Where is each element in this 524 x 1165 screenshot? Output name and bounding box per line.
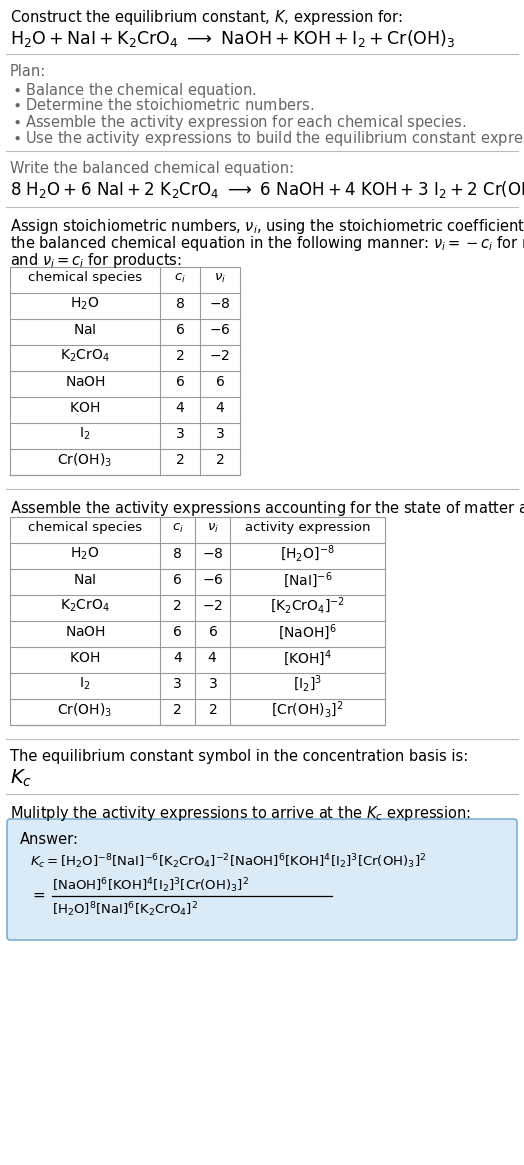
- Text: chemical species: chemical species: [28, 271, 142, 284]
- Text: the balanced chemical equation in the following manner: $\nu_i = -c_i$ for react: the balanced chemical equation in the fo…: [10, 234, 524, 253]
- Text: $\mathrm{8\ H_2O + 6\ NaI + 2\ K_2CrO_4}\ \longrightarrow\ \mathrm{6\ NaOH + 4\ : $\mathrm{8\ H_2O + 6\ NaI + 2\ K_2CrO_4}…: [10, 179, 524, 200]
- Text: $3$: $3$: [208, 677, 217, 691]
- Text: Construct the equilibrium constant, $K$, expression for:: Construct the equilibrium constant, $K$,…: [10, 8, 402, 27]
- Text: $2$: $2$: [208, 702, 217, 716]
- Text: $-8$: $-8$: [209, 297, 231, 311]
- Text: 8: 8: [176, 297, 184, 311]
- Text: 4: 4: [176, 401, 184, 415]
- Text: Mulitply the activity expressions to arrive at the $K_c$ expression:: Mulitply the activity expressions to arr…: [10, 804, 471, 822]
- Text: $\mathrm{I_2}$: $\mathrm{I_2}$: [79, 676, 91, 692]
- Text: $[\mathrm{KOH}]^{4}$: $[\mathrm{KOH}]^{4}$: [283, 648, 332, 668]
- Text: $\mathrm{H_2O + NaI + K_2CrO_4}\ \longrightarrow\ \mathrm{NaOH + KOH + I_2 + Cr(: $\mathrm{H_2O + NaI + K_2CrO_4}\ \longri…: [10, 28, 455, 49]
- Text: $\bullet\;$Assemble the activity expression for each chemical species.: $\bullet\;$Assemble the activity express…: [12, 113, 467, 132]
- Text: $\mathrm{Cr(OH)_3}$: $\mathrm{Cr(OH)_3}$: [58, 451, 113, 468]
- Text: $[\mathrm{NaOH}]^{6}$: $[\mathrm{NaOH}]^{6}$: [278, 622, 337, 642]
- Bar: [10, 267, 240, 475]
- Text: $3$: $3$: [215, 428, 225, 442]
- Text: Plan:: Plan:: [10, 64, 46, 79]
- Text: $\mathrm{KOH}$: $\mathrm{KOH}$: [70, 651, 101, 665]
- Text: Answer:: Answer:: [20, 832, 79, 847]
- Text: 2: 2: [173, 702, 182, 716]
- Text: Write the balanced chemical equation:: Write the balanced chemical equation:: [10, 161, 294, 176]
- Text: $-6$: $-6$: [209, 323, 231, 337]
- Text: $\mathrm{H_2O}$: $\mathrm{H_2O}$: [70, 296, 100, 312]
- Text: The equilibrium constant symbol in the concentration basis is:: The equilibrium constant symbol in the c…: [10, 749, 468, 764]
- Text: Assign stoichiometric numbers, $\nu_i$, using the stoichiometric coefficients, $: Assign stoichiometric numbers, $\nu_i$, …: [10, 217, 524, 236]
- Text: 6: 6: [173, 624, 182, 638]
- Text: $6$: $6$: [208, 624, 217, 638]
- Text: 6: 6: [173, 573, 182, 587]
- Text: $\nu_i$: $\nu_i$: [214, 271, 226, 284]
- Text: $\mathrm{NaOH}$: $\mathrm{NaOH}$: [64, 375, 105, 389]
- Text: $K_c$: $K_c$: [10, 768, 32, 790]
- Text: chemical species: chemical species: [28, 522, 142, 535]
- Text: $\mathrm{NaOH}$: $\mathrm{NaOH}$: [64, 624, 105, 638]
- Text: $[\mathrm{Cr(OH)_3}]^{2}$: $[\mathrm{Cr(OH)_3}]^{2}$: [271, 700, 344, 720]
- Text: $\mathrm{NaI}$: $\mathrm{NaI}$: [73, 323, 97, 337]
- Text: $\mathrm{K_2CrO_4}$: $\mathrm{K_2CrO_4}$: [60, 598, 110, 614]
- Text: $\mathrm{NaI}$: $\mathrm{NaI}$: [73, 573, 97, 587]
- Text: 3: 3: [176, 428, 184, 442]
- Text: 2: 2: [176, 453, 184, 467]
- Text: $c_i$: $c_i$: [174, 271, 186, 284]
- Text: $\bullet\;$Determine the stoichiometric numbers.: $\bullet\;$Determine the stoichiometric …: [12, 97, 314, 113]
- Text: $4$: $4$: [208, 651, 217, 665]
- Text: activity expression: activity expression: [245, 522, 370, 535]
- Text: $\bullet\;$Balance the chemical equation.: $\bullet\;$Balance the chemical equation…: [12, 82, 257, 100]
- Text: 6: 6: [176, 375, 184, 389]
- Text: $[\mathrm{NaI}]^{-6}$: $[\mathrm{NaI}]^{-6}$: [283, 570, 332, 589]
- Text: 2: 2: [173, 599, 182, 613]
- Text: $[\mathrm{I_2}]^{3}$: $[\mathrm{I_2}]^{3}$: [293, 673, 322, 694]
- Text: $2$: $2$: [215, 453, 225, 467]
- Text: $\mathrm{K_2CrO_4}$: $\mathrm{K_2CrO_4}$: [60, 348, 110, 365]
- Text: $\nu_i$: $\nu_i$: [206, 522, 219, 535]
- Text: $[\mathrm{NaOH}]^{6}[\mathrm{KOH}]^{4}[\mathrm{I_2}]^{3}[\mathrm{Cr(OH)_3}]^{2}$: $[\mathrm{NaOH}]^{6}[\mathrm{KOH}]^{4}[\…: [52, 876, 249, 895]
- Text: $-2$: $-2$: [202, 599, 223, 613]
- FancyBboxPatch shape: [7, 819, 517, 940]
- Text: $6$: $6$: [215, 375, 225, 389]
- Text: $\mathrm{I_2}$: $\mathrm{I_2}$: [79, 425, 91, 443]
- Text: 6: 6: [176, 323, 184, 337]
- Text: $\mathrm{H_2O}$: $\mathrm{H_2O}$: [70, 545, 100, 563]
- Text: $\mathrm{KOH}$: $\mathrm{KOH}$: [70, 401, 101, 415]
- Text: $[\mathrm{K_2CrO_4}]^{-2}$: $[\mathrm{K_2CrO_4}]^{-2}$: [270, 595, 345, 616]
- Text: Assemble the activity expressions accounting for the state of matter and $\nu_i$: Assemble the activity expressions accoun…: [10, 499, 524, 518]
- Text: $-8$: $-8$: [202, 548, 223, 562]
- Text: $\mathrm{Cr(OH)_3}$: $\mathrm{Cr(OH)_3}$: [58, 701, 113, 719]
- Text: 8: 8: [173, 548, 182, 562]
- Text: $-6$: $-6$: [202, 573, 223, 587]
- Text: and $\nu_i = c_i$ for products:: and $\nu_i = c_i$ for products:: [10, 250, 182, 270]
- Text: $K_c = [\mathrm{H_2O}]^{-8}[\mathrm{NaI}]^{-6}[\mathrm{K_2CrO_4}]^{-2}[\mathrm{N: $K_c = [\mathrm{H_2O}]^{-8}[\mathrm{NaI}…: [30, 852, 426, 870]
- Text: 4: 4: [173, 651, 182, 665]
- Bar: [10, 517, 385, 725]
- Text: 3: 3: [173, 677, 182, 691]
- Text: $\bullet\;$Use the activity expressions to build the equilibrium constant expres: $\bullet\;$Use the activity expressions …: [12, 129, 524, 148]
- Text: $[\mathrm{H_2O}]^{8}[\mathrm{NaI}]^{6}[\mathrm{K_2CrO_4}]^{2}$: $[\mathrm{H_2O}]^{8}[\mathrm{NaI}]^{6}[\…: [52, 901, 198, 919]
- Text: 2: 2: [176, 350, 184, 363]
- Text: $-2$: $-2$: [210, 350, 231, 363]
- Text: $[\mathrm{H_2O}]^{-8}$: $[\mathrm{H_2O}]^{-8}$: [280, 544, 335, 564]
- Text: $=$: $=$: [30, 887, 46, 902]
- Text: $c_i$: $c_i$: [171, 522, 183, 535]
- Text: $4$: $4$: [215, 401, 225, 415]
